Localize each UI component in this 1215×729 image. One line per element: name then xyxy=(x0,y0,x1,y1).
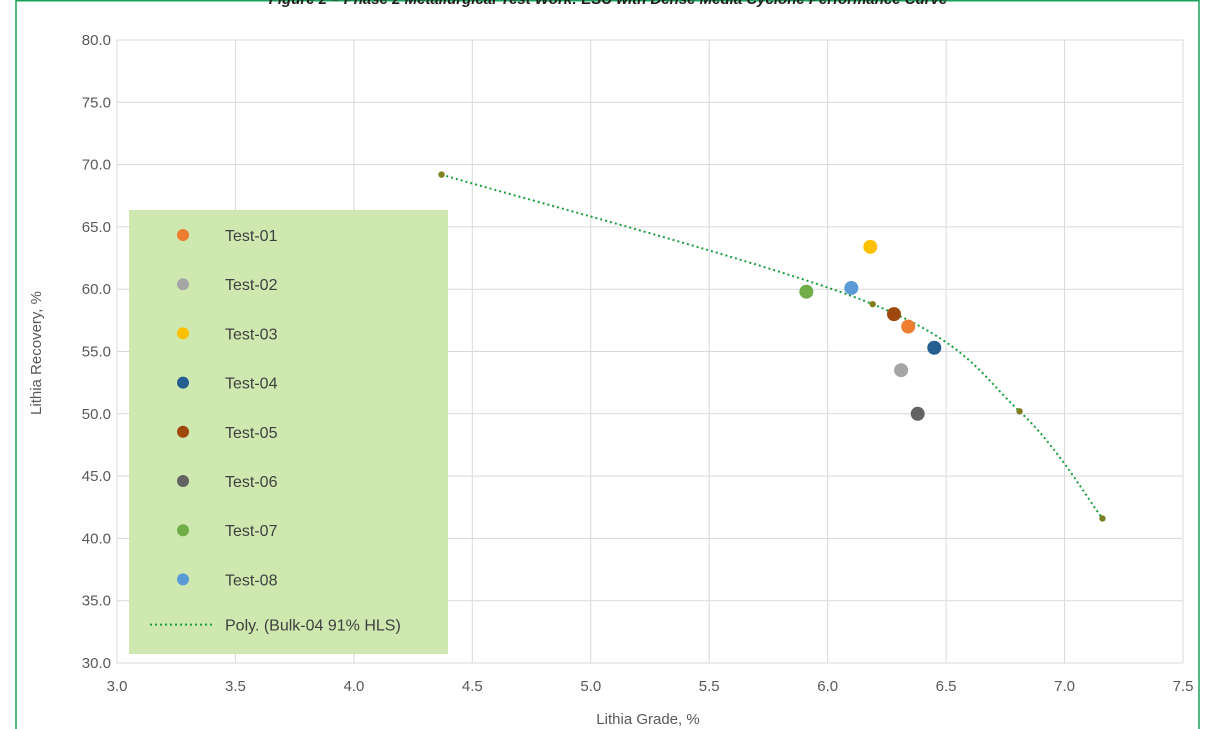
x-tick-label: 7.5 xyxy=(1173,678,1194,695)
legend-label-test-01: Test-01 xyxy=(225,228,278,245)
tick-labels: 3.0 3.5 4.0 4.5 5.0 5.5 6.0 6.5 7.0 7.5 30.0 35.0 40… xyxy=(82,32,1194,695)
data-point-test-08 xyxy=(844,280,859,295)
data-point-test-04 xyxy=(927,340,942,355)
legend-label-trendline: Poly. (Bulk-04 91% HLS) xyxy=(225,618,401,635)
y-tick-label: 35.0 xyxy=(82,593,111,610)
data-point-test-05 xyxy=(886,307,901,322)
legend-label-test-06: Test-06 xyxy=(225,474,278,491)
legend-marker-test-01 xyxy=(177,229,189,241)
data-point-test-07 xyxy=(799,284,814,299)
data-point-test-02 xyxy=(894,363,909,378)
trend-data-point xyxy=(1099,515,1106,522)
x-tick-label: 5.0 xyxy=(580,678,601,695)
x-tick-label: 6.5 xyxy=(936,678,957,695)
legend-label-test-08: Test-08 xyxy=(225,572,278,589)
legend-label-test-07: Test-07 xyxy=(225,523,278,540)
y-tick-label: 60.0 xyxy=(82,281,111,298)
legend-marker-test-04 xyxy=(177,376,189,389)
y-tick-label: 65.0 xyxy=(82,219,111,236)
x-tick-label: 7.0 xyxy=(1054,678,1075,695)
y-tick-label: 50.0 xyxy=(82,406,111,423)
y-tick-label: 40.0 xyxy=(82,530,111,547)
y-axis-title: Lithia Recovery, % xyxy=(28,291,45,415)
gridlines xyxy=(116,39,1184,664)
figure-title: Figure 2 – Phase 2 Metallurgical Test Wo… xyxy=(269,0,948,8)
data-points xyxy=(799,239,942,421)
trendline-group xyxy=(438,171,1106,522)
y-tick-label: 45.0 xyxy=(82,468,111,485)
y-tick-label: 80.0 xyxy=(82,32,111,49)
legend: Test-01 Test-02 Test-03 Test-04 Test-05 Test-… xyxy=(129,210,448,654)
x-tick-label: 4.5 xyxy=(462,678,483,695)
legend-marker-test-05 xyxy=(177,425,189,438)
x-tick-label: 4.0 xyxy=(343,678,364,695)
legend-label-test-04: Test-04 xyxy=(225,376,278,393)
legend-label-test-02: Test-02 xyxy=(225,277,278,294)
legend-marker-test-06 xyxy=(177,475,189,487)
data-point-test-06 xyxy=(910,406,925,421)
legend-marker-test-02 xyxy=(177,278,189,291)
legend-marker-test-07 xyxy=(177,524,189,537)
x-axis-title: Lithia Grade, % xyxy=(596,711,699,728)
legend-marker-test-08 xyxy=(177,573,189,586)
legend-label-test-05: Test-05 xyxy=(225,425,278,442)
y-tick-label: 75.0 xyxy=(82,94,111,111)
x-tick-label: 3.0 xyxy=(107,678,128,695)
legend-background xyxy=(129,210,448,654)
y-tick-label: 30.0 xyxy=(82,655,111,672)
x-tick-label: 6.0 xyxy=(817,678,838,695)
y-tick-label: 55.0 xyxy=(82,344,111,361)
trendline-curve xyxy=(441,173,1104,520)
x-tick-label: 5.5 xyxy=(699,678,720,695)
trend-data-point xyxy=(438,171,445,178)
data-point-test-01 xyxy=(901,319,916,334)
legend-marker-test-03 xyxy=(177,327,189,340)
trend-data-point xyxy=(869,300,876,308)
x-tick-label: 3.5 xyxy=(225,678,246,695)
y-tick-label: 70.0 xyxy=(82,157,111,174)
data-point-test-03 xyxy=(863,239,878,254)
legend-label-test-03: Test-03 xyxy=(225,326,278,343)
trend-data-point xyxy=(1016,408,1023,415)
